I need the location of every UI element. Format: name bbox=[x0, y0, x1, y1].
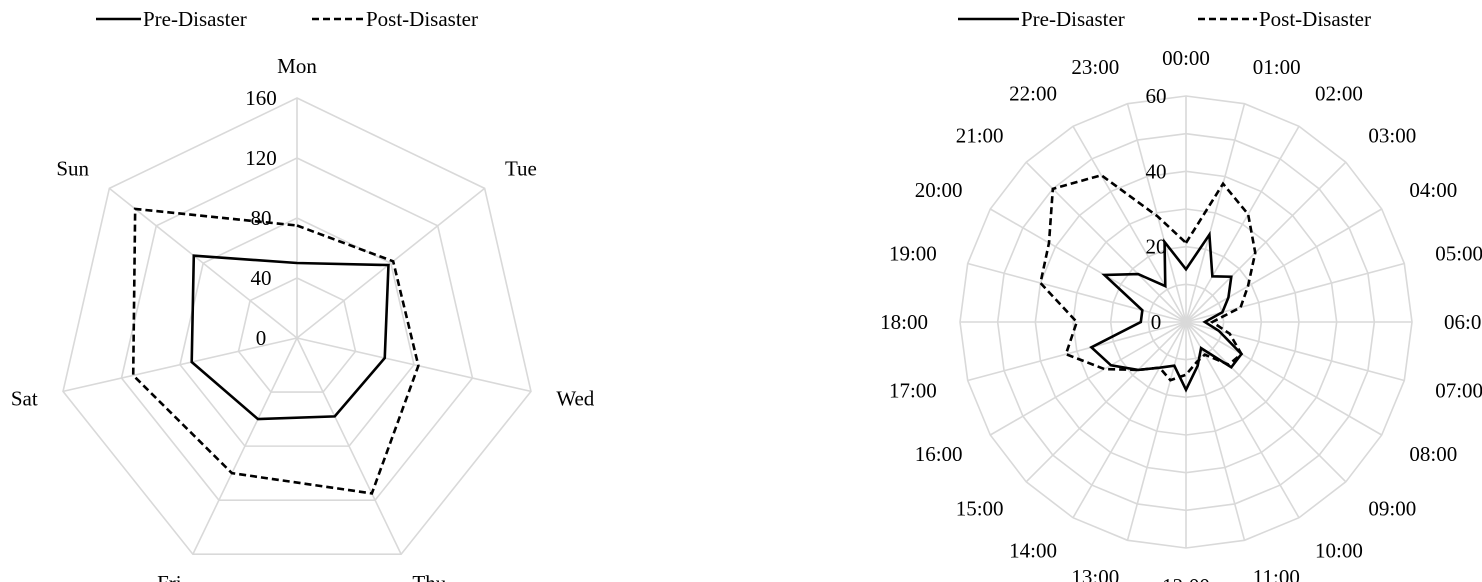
category-label: 07:00 bbox=[1435, 378, 1482, 402]
grid-spoke bbox=[1072, 125, 1187, 323]
grid-ring bbox=[179, 217, 415, 447]
legend-pre-label: Pre-Disaster bbox=[1021, 7, 1125, 31]
category-label: 06:00 bbox=[1444, 310, 1482, 334]
grid-spoke bbox=[989, 208, 1187, 323]
category-label: 02:00 bbox=[1315, 81, 1363, 105]
category-label: 23:00 bbox=[1071, 55, 1119, 79]
radial-tick-label: 40 bbox=[251, 266, 272, 290]
grid-ring bbox=[237, 277, 357, 393]
category-label: 09:00 bbox=[1368, 497, 1416, 521]
category-label: Fri bbox=[157, 571, 182, 582]
category-label: 01:00 bbox=[1253, 55, 1301, 79]
legend-pre-label: Pre-Disaster bbox=[143, 7, 247, 31]
category-label: 21:00 bbox=[956, 123, 1004, 147]
grid-spoke bbox=[1185, 321, 1383, 436]
category-label: Sat bbox=[11, 387, 38, 411]
series-pre-disaster bbox=[190, 254, 390, 421]
grid-spoke bbox=[1185, 321, 1300, 519]
category-label: 04:00 bbox=[1409, 178, 1457, 202]
legend-left: Pre-Disaster Post-Disaster bbox=[96, 7, 478, 31]
category-label: 15:00 bbox=[956, 497, 1004, 521]
grid-spoke bbox=[1185, 103, 1246, 323]
grid-spoke bbox=[296, 337, 402, 555]
category-label: 13:00 bbox=[1071, 565, 1119, 582]
radial-tick-label: 160 bbox=[245, 86, 277, 110]
category-label: 14:00 bbox=[1009, 539, 1057, 563]
category-label: 22:00 bbox=[1009, 81, 1057, 105]
grid-spoke bbox=[1025, 321, 1187, 483]
grid-spoke bbox=[1126, 321, 1187, 541]
grid-spoke bbox=[192, 337, 298, 555]
grid-spoke bbox=[1185, 208, 1383, 323]
series-post-disaster bbox=[1039, 173, 1257, 382]
radial-tick-label: 0 bbox=[256, 326, 267, 350]
category-label: 00:00 bbox=[1162, 46, 1210, 70]
category-label: 20:00 bbox=[915, 178, 963, 202]
category-label: 19:00 bbox=[889, 242, 937, 266]
category-label: Sun bbox=[56, 156, 89, 180]
category-label: Tue bbox=[505, 156, 537, 180]
category-label: 12:00 bbox=[1162, 574, 1210, 582]
radial-tick-label: 120 bbox=[245, 146, 277, 170]
grid-spoke bbox=[967, 262, 1187, 323]
category-label: 08:00 bbox=[1409, 442, 1457, 466]
grid-spoke bbox=[108, 187, 298, 339]
grid-spoke bbox=[989, 321, 1187, 436]
legend-post-label: Post-Disaster bbox=[1259, 7, 1371, 31]
grid-spoke bbox=[1185, 321, 1347, 483]
grid-spoke bbox=[1126, 103, 1187, 323]
grid-ring bbox=[62, 97, 532, 556]
category-label: 16:00 bbox=[915, 442, 963, 466]
category-label: 10:00 bbox=[1315, 539, 1363, 563]
legend-right: Pre-Disaster Post-Disaster bbox=[958, 7, 1371, 31]
grid-spoke bbox=[1185, 321, 1405, 382]
grid-spoke bbox=[967, 321, 1187, 382]
radial-tick-label: 40 bbox=[1146, 159, 1167, 183]
grid-spoke bbox=[1185, 161, 1347, 323]
grid-spoke bbox=[296, 337, 532, 393]
category-label: 18:00 bbox=[880, 310, 928, 334]
category-label: 17:00 bbox=[889, 378, 937, 402]
grid-spoke bbox=[296, 187, 486, 339]
category-label: Mon bbox=[277, 54, 317, 78]
category-label: Wed bbox=[556, 387, 594, 411]
category-label: Thu bbox=[412, 571, 446, 582]
category-label: 11:00 bbox=[1253, 565, 1300, 582]
grid-spoke bbox=[62, 337, 298, 393]
radial-tick-label: 0 bbox=[1151, 310, 1162, 334]
legend-post-label: Post-Disaster bbox=[366, 7, 478, 31]
category-label: 05:00 bbox=[1435, 242, 1482, 266]
radial-tick-label: 60 bbox=[1146, 84, 1167, 108]
grid-spoke bbox=[1072, 321, 1187, 519]
series-post-disaster bbox=[131, 207, 420, 495]
grid-ring bbox=[120, 157, 474, 501]
radial-tick-label: 80 bbox=[251, 206, 272, 230]
grid-spoke bbox=[1185, 321, 1246, 541]
series-pre-disaster bbox=[1089, 230, 1244, 393]
category-label: 03:00 bbox=[1368, 123, 1416, 147]
radial-tick-label: 20 bbox=[1146, 235, 1167, 259]
grid-spoke bbox=[1185, 125, 1300, 323]
